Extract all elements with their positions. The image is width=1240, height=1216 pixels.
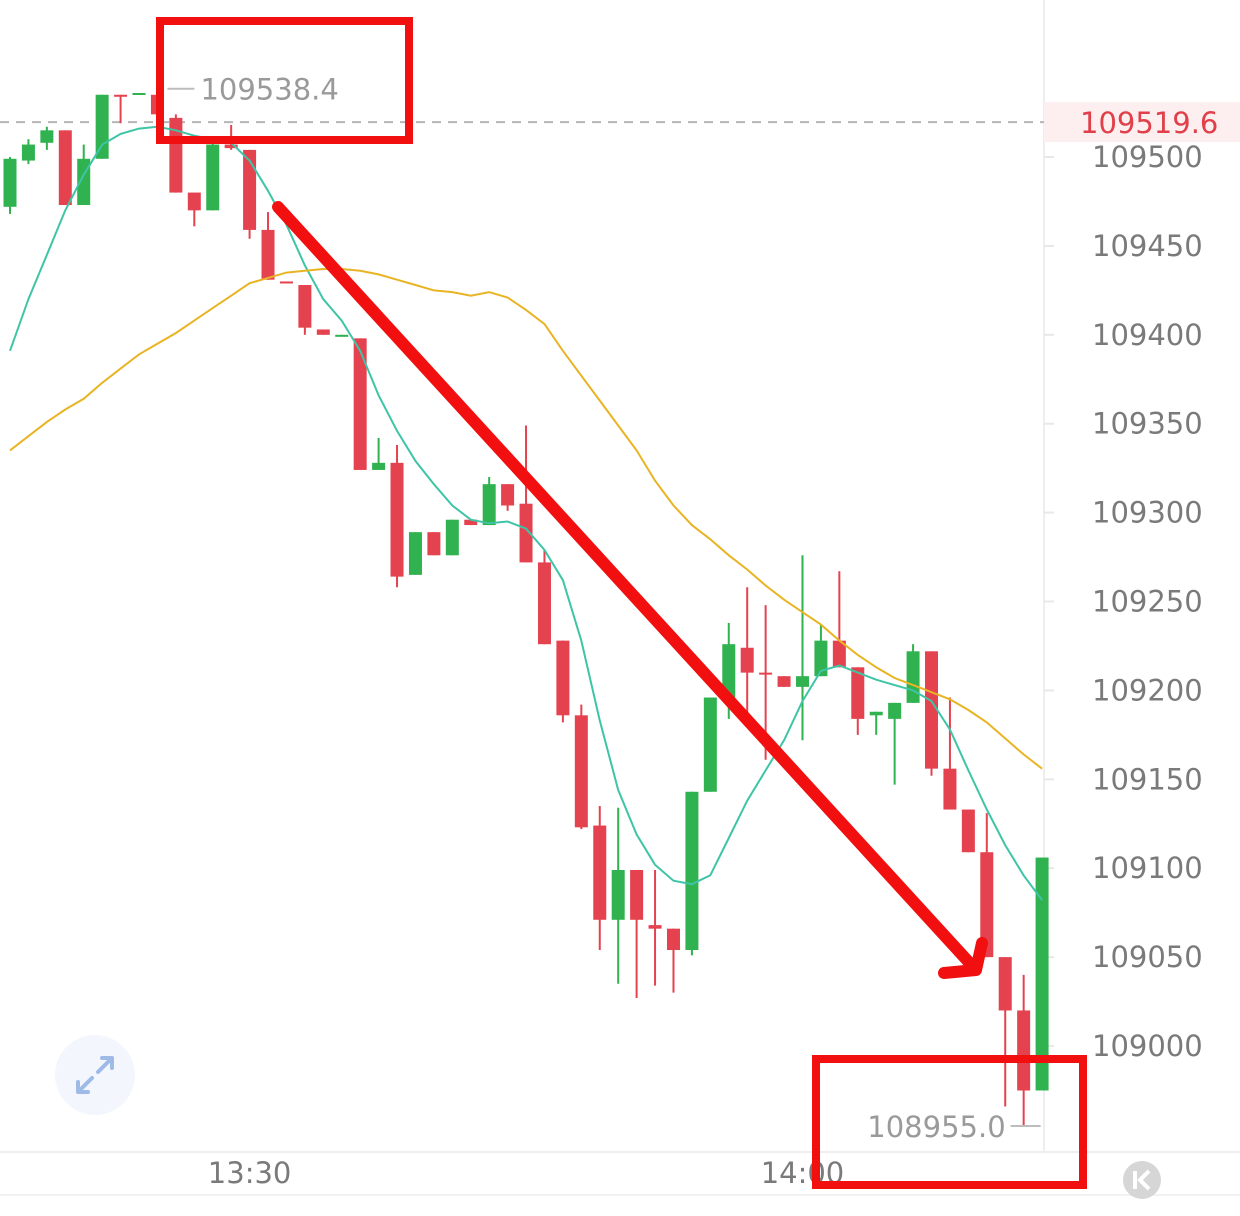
candle-body bbox=[243, 149, 257, 230]
candle-body bbox=[390, 462, 404, 577]
candle-body bbox=[777, 676, 791, 687]
candle-body bbox=[464, 519, 478, 526]
candle-body bbox=[316, 329, 330, 335]
y-tick-label: 109350 bbox=[1092, 407, 1203, 441]
candle-body bbox=[3, 158, 17, 207]
last-price-tag bbox=[1044, 102, 1240, 143]
red-annotation bbox=[156, 17, 1087, 1189]
candle-body bbox=[482, 484, 496, 526]
y-tick-label: 109400 bbox=[1092, 318, 1203, 352]
ma-line bbox=[9, 268, 1043, 770]
candle-body bbox=[611, 870, 625, 920]
candle-body bbox=[537, 562, 551, 645]
candle-body bbox=[666, 928, 680, 951]
candle-body bbox=[408, 532, 422, 575]
y-tick-label: 109450 bbox=[1092, 229, 1203, 263]
candle-body bbox=[759, 672, 773, 675]
candle-body bbox=[980, 852, 994, 958]
y-tick-label: 109000 bbox=[1092, 1029, 1203, 1063]
candle-body bbox=[427, 532, 441, 556]
candle-body bbox=[832, 640, 846, 668]
candle-body bbox=[335, 334, 349, 337]
candle-body bbox=[114, 94, 128, 97]
y-tick-label: 109200 bbox=[1092, 673, 1203, 707]
candle-body bbox=[795, 676, 809, 687]
candle-body bbox=[58, 130, 72, 206]
candle-body bbox=[1035, 857, 1049, 1091]
candle-body bbox=[132, 92, 146, 95]
candle-body bbox=[206, 144, 220, 211]
candle-body bbox=[869, 711, 883, 716]
expand-icon bbox=[76, 1056, 114, 1094]
last-price-label: 109519.6 bbox=[1080, 106, 1218, 140]
candle-body bbox=[593, 825, 607, 920]
candle-body bbox=[261, 229, 275, 280]
candle-body bbox=[888, 702, 902, 719]
y-tick-label: 109150 bbox=[1092, 762, 1203, 796]
ma-line bbox=[9, 125, 1043, 901]
plot-layer: 109000 109050 109100 109150 109200 109250 1093… bbox=[0, 73, 1240, 1190]
candle-body bbox=[814, 640, 828, 677]
candle-body bbox=[224, 144, 238, 149]
candle-body bbox=[574, 715, 588, 828]
candle-body bbox=[722, 644, 736, 698]
candle-body bbox=[943, 768, 957, 810]
candle-body bbox=[445, 519, 459, 556]
candle-body bbox=[703, 697, 717, 792]
candle-body bbox=[630, 870, 644, 920]
expand-button-bg bbox=[55, 1035, 135, 1115]
x-tick-label: 13:30 bbox=[208, 1156, 292, 1190]
candle-body bbox=[40, 130, 54, 143]
candle-body bbox=[961, 809, 975, 853]
y-tick-label: 109100 bbox=[1092, 851, 1203, 885]
min-marker-label: 108955.0 bbox=[867, 1110, 1005, 1144]
candle-body bbox=[851, 667, 865, 719]
candle-body bbox=[740, 647, 754, 673]
expand-button[interactable] bbox=[55, 1035, 135, 1115]
y-tick-label: 109250 bbox=[1092, 585, 1203, 619]
candle-body bbox=[279, 281, 293, 284]
candle-body bbox=[685, 791, 699, 951]
candle-body bbox=[998, 957, 1012, 1011]
candle-body bbox=[353, 338, 367, 470]
candle-body bbox=[519, 503, 533, 563]
y-tick-label: 109050 bbox=[1092, 940, 1203, 974]
candle-body bbox=[556, 640, 570, 716]
highlight-box-low bbox=[812, 1055, 1087, 1189]
back-icon bbox=[1133, 1169, 1151, 1191]
candle-body bbox=[187, 192, 201, 211]
y-tick-label: 109500 bbox=[1092, 140, 1203, 174]
candle-body bbox=[501, 484, 515, 506]
y-tick-label: 109300 bbox=[1092, 496, 1203, 530]
trend-arrow bbox=[272, 201, 988, 979]
back-to-latest-button[interactable] bbox=[1123, 1161, 1161, 1199]
candle-body bbox=[372, 462, 386, 470]
candle-body bbox=[298, 285, 312, 328]
candle-body bbox=[21, 144, 35, 161]
candle-body bbox=[648, 925, 662, 929]
candle-body bbox=[906, 651, 920, 703]
candle-body bbox=[925, 651, 938, 769]
candle-body bbox=[1017, 1010, 1031, 1091]
candle-body bbox=[95, 94, 109, 159]
max-marker-label: 109538.4 bbox=[200, 73, 338, 107]
highlight-box-high bbox=[156, 17, 413, 144]
